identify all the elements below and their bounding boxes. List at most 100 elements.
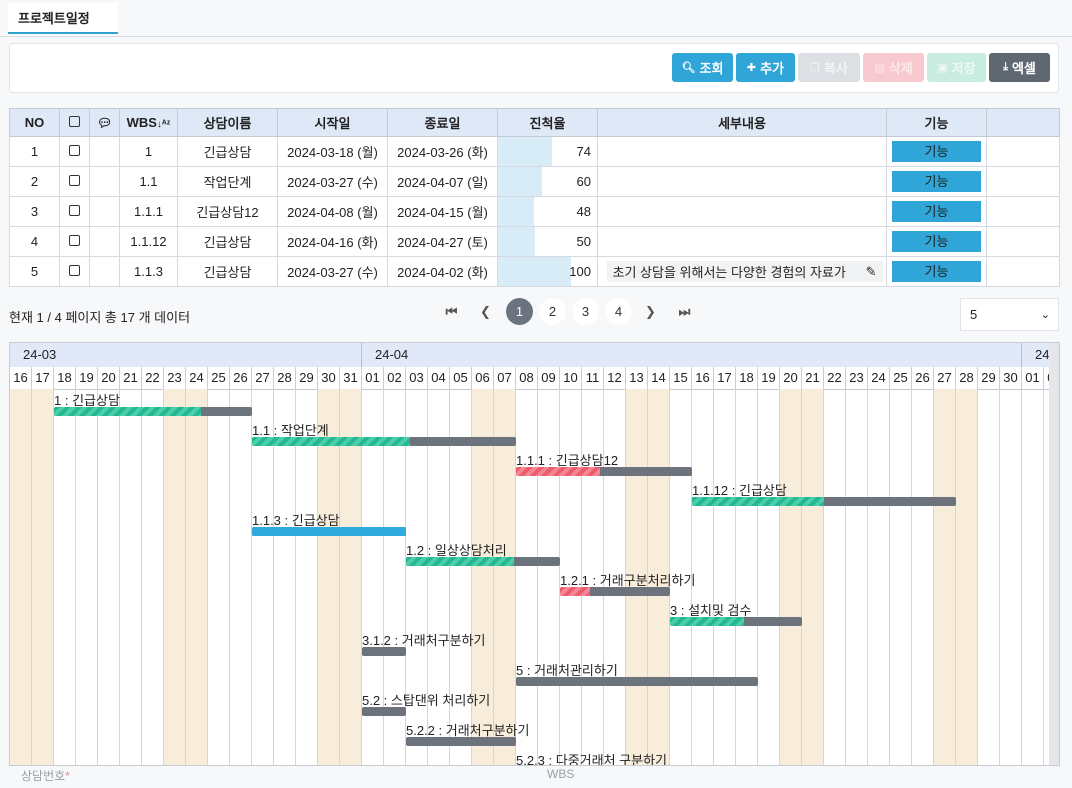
header-start[interactable]: 시작일 bbox=[277, 108, 388, 137]
copy-button[interactable]: ❐ 복사 bbox=[798, 53, 860, 82]
cell-detail[interactable]: 초기 상담을 위해서는 다양한 경험의 자료가 ✎ bbox=[597, 256, 887, 287]
page-button-3[interactable]: 3 bbox=[572, 298, 599, 325]
gantt-task-bar[interactable] bbox=[670, 617, 802, 626]
gantt-task-bar[interactable] bbox=[54, 407, 252, 416]
first-page-button[interactable]: ⏮︎ bbox=[438, 298, 465, 325]
edit-icon[interactable]: ✎ bbox=[865, 263, 877, 279]
gantt-task-bar[interactable] bbox=[252, 527, 406, 536]
gantt-day-label: 21 bbox=[120, 367, 142, 389]
select-all-checkbox[interactable] bbox=[69, 116, 80, 127]
table-row[interactable]: 4 1.1.12 긴급상담 2024-04-16 (화) 2024-04-27 … bbox=[9, 226, 1060, 257]
add-button[interactable]: ✚ 추가 bbox=[736, 53, 795, 82]
chevron-down-icon: ⌄ bbox=[1040, 309, 1050, 321]
function-button[interactable]: 기능 bbox=[892, 231, 981, 252]
row-checkbox[interactable] bbox=[69, 265, 80, 276]
header-wbs[interactable]: WBS↓ᴬᶻ bbox=[119, 108, 178, 137]
cell-start: 2024-04-08 (월) bbox=[277, 196, 388, 227]
save-button[interactable]: ▣ 저장 bbox=[927, 53, 986, 82]
gantt-task-label: 5 : 거래처관리하기 bbox=[516, 663, 618, 678]
gantt-day-column bbox=[1000, 389, 1022, 765]
gantt-day-label: 16 bbox=[10, 367, 32, 389]
page-size-select[interactable]: 5 ⌄ bbox=[960, 298, 1059, 331]
cell-wbs: 1.1.1 bbox=[119, 196, 178, 227]
gantt-task-bar[interactable] bbox=[560, 587, 670, 596]
cell-detail[interactable] bbox=[597, 226, 887, 257]
cell-detail[interactable] bbox=[597, 166, 887, 197]
cell-function: 기능 bbox=[886, 226, 987, 257]
cell-extra bbox=[986, 256, 1060, 287]
cell-progress: 50 bbox=[497, 226, 598, 257]
gantt-day-column bbox=[604, 389, 626, 765]
table-row[interactable]: 3 1.1.1 긴급상담12 2024-04-08 (월) 2024-04-15… bbox=[9, 196, 1060, 227]
header-end[interactable]: 종료일 bbox=[387, 108, 498, 137]
gantt-task-bar[interactable] bbox=[406, 737, 516, 746]
prev-page-button[interactable]: ❮ bbox=[472, 298, 499, 325]
cell-detail[interactable] bbox=[597, 196, 887, 227]
page-button-2[interactable]: 2 bbox=[539, 298, 566, 325]
gantt-day-label: 26 bbox=[912, 367, 934, 389]
gantt-task-label: 1.1.12 : 긴급상담 bbox=[692, 483, 787, 498]
cell-name: 긴급상담12 bbox=[177, 196, 278, 227]
cell-checkbox[interactable] bbox=[59, 136, 90, 167]
function-button[interactable]: 기능 bbox=[892, 171, 981, 192]
row-checkbox[interactable] bbox=[69, 205, 80, 216]
gantt-day-label: 20 bbox=[780, 367, 802, 389]
gantt-day-label: 25 bbox=[890, 367, 912, 389]
gantt-day-column bbox=[736, 389, 758, 765]
cell-checkbox[interactable] bbox=[59, 196, 90, 227]
cell-checkbox[interactable] bbox=[59, 226, 90, 257]
gantt-task-bar[interactable] bbox=[362, 647, 406, 656]
gantt-task-bar[interactable] bbox=[406, 557, 560, 566]
gantt-day-label: 22 bbox=[142, 367, 164, 389]
header-detail[interactable]: 세부내용 bbox=[597, 108, 887, 137]
table-row[interactable]: 2 1.1 작업단계 2024-03-27 (수) 2024-04-07 (일)… bbox=[9, 166, 1060, 197]
gantt-vertical-scrollbar[interactable] bbox=[1049, 343, 1059, 765]
header-function[interactable]: 기능 bbox=[886, 108, 987, 137]
gantt-day-column bbox=[956, 389, 978, 765]
page-button-1[interactable]: 1 bbox=[506, 298, 533, 325]
row-checkbox[interactable] bbox=[69, 235, 80, 246]
progress-fill bbox=[498, 137, 553, 166]
table-row[interactable]: 5 1.1.3 긴급상담 2024-03-27 (수) 2024-04-02 (… bbox=[9, 256, 1060, 287]
function-button[interactable]: 기능 bbox=[892, 261, 981, 282]
cell-progress: 60 bbox=[497, 166, 598, 197]
cell-function: 기능 bbox=[886, 196, 987, 227]
function-button[interactable]: 기능 bbox=[892, 141, 981, 162]
cell-detail[interactable] bbox=[597, 136, 887, 167]
detail-box[interactable]: 초기 상담을 위해서는 다양한 경험의 자료가 ✎ bbox=[606, 261, 883, 282]
next-page-button[interactable]: ❯ bbox=[637, 298, 664, 325]
tab-project-schedule[interactable]: 프로젝트일정 bbox=[8, 3, 118, 34]
gantt-day-label: 06 bbox=[472, 367, 494, 389]
gantt-task-label: 5.2.3 : 다중거래처 구분하기 bbox=[516, 753, 668, 766]
table-row[interactable]: 1 1 긴급상담 2024-03-18 (월) 2024-03-26 (화) 7… bbox=[9, 136, 1060, 167]
cell-no: 4 bbox=[9, 226, 60, 257]
gantt-task-bar[interactable] bbox=[516, 467, 692, 476]
delete-button[interactable]: ▤ 삭제 bbox=[863, 53, 924, 82]
gantt-day-row: 16 17 18 19 20 21 22 23 24 25 26 27 28 29 30 31 01 02 03 04… bbox=[10, 367, 1059, 390]
cell-end: 2024-04-02 (화) bbox=[387, 256, 498, 287]
header-progress[interactable]: 진척율 bbox=[497, 108, 598, 137]
header-name[interactable]: 상담이름 bbox=[177, 108, 278, 137]
function-button[interactable]: 기능 bbox=[892, 201, 981, 222]
gantt-task-bar[interactable] bbox=[252, 437, 516, 446]
cell-checkbox[interactable] bbox=[59, 166, 90, 197]
cell-wbs: 1 bbox=[119, 136, 178, 167]
gantt-task-bar[interactable] bbox=[692, 497, 956, 506]
row-checkbox[interactable] bbox=[69, 145, 80, 156]
gantt-task-bar[interactable] bbox=[362, 707, 406, 716]
gantt-day-label: 18 bbox=[736, 367, 758, 389]
header-no[interactable]: NO bbox=[9, 108, 60, 137]
gantt-task-bar[interactable] bbox=[516, 677, 758, 686]
gantt-day-label: 20 bbox=[98, 367, 120, 389]
sort-icon[interactable]: ↓ᴬᶻ bbox=[156, 119, 171, 130]
cell-checkbox[interactable] bbox=[59, 256, 90, 287]
last-page-button[interactable]: ⏭︎ bbox=[671, 298, 698, 325]
gantt-task-progress bbox=[670, 617, 744, 626]
search-button[interactable]: 🔍︎ 조회 bbox=[672, 53, 733, 82]
gantt-day-label: 15 bbox=[670, 367, 692, 389]
row-checkbox[interactable] bbox=[69, 175, 80, 186]
excel-button[interactable]: ⤓ 엑셀 bbox=[989, 53, 1050, 82]
page-button-4[interactable]: 4 bbox=[605, 298, 632, 325]
header-checkbox[interactable] bbox=[59, 108, 90, 137]
